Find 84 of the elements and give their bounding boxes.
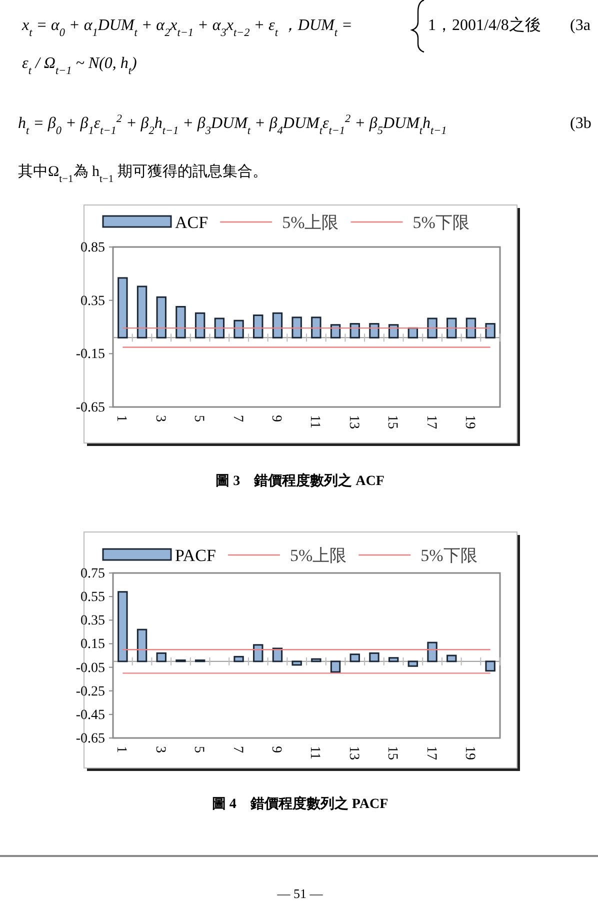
bar xyxy=(388,657,399,662)
bar xyxy=(118,591,128,662)
bar xyxy=(408,327,418,338)
bar xyxy=(408,660,418,667)
bar xyxy=(388,324,399,338)
x-tick-label: 1 xyxy=(114,746,129,753)
bar xyxy=(466,318,476,338)
y-tick-label: -0.65 xyxy=(76,400,105,416)
bar xyxy=(234,320,244,338)
bar xyxy=(156,296,166,338)
x-tick-label: 5 xyxy=(191,415,206,422)
bar xyxy=(311,316,322,338)
bar xyxy=(136,286,148,338)
bar xyxy=(427,642,438,662)
bar xyxy=(311,658,322,662)
text: 1，2001/4/8之後 xyxy=(428,16,541,34)
legend-label: PACF xyxy=(175,546,216,565)
y-tick-label: -0.45 xyxy=(76,708,105,723)
text: — 51 — xyxy=(276,886,324,901)
caption: 圖 3 錯價程度數列之 ACF xyxy=(216,472,384,489)
bar xyxy=(292,316,302,338)
bar xyxy=(350,654,360,662)
bar xyxy=(136,628,148,662)
bar xyxy=(446,318,457,338)
x-tick-label: 17 xyxy=(423,415,438,429)
bar xyxy=(234,656,244,662)
x-tick-label: 13 xyxy=(346,746,361,760)
bar xyxy=(485,323,496,338)
caption: 圖 4 錯價程度數列之 PACF xyxy=(212,795,388,812)
bar xyxy=(369,652,380,662)
bar xyxy=(194,312,206,338)
legend-label: ACF xyxy=(175,213,208,232)
bar xyxy=(330,660,341,673)
text: h$_{t}$ = β$_{0}$ + β$_{1}$ε$_{t−1}$$^{2}$ + β$_{2}$h$_{t−1}$ + β$_{3}$DUM$_{t}$ + β$_{4}$DUM$_{t}$ε$_{t−1}$$^{2}$ + β$_{5}$DUM$_{t}$h$_{t−1}$ xyxy=(18,113,447,137)
x-tick-label: 15 xyxy=(384,415,400,429)
y-tick-label: 0.55 xyxy=(80,590,105,606)
x-tick-label: 7 xyxy=(230,746,245,753)
bar xyxy=(350,323,360,338)
bar xyxy=(427,318,438,338)
x-tick-label: 7 xyxy=(230,415,245,422)
y-tick-label: -0.05 xyxy=(76,660,105,676)
bar xyxy=(272,648,283,662)
bar xyxy=(118,277,128,338)
x-tick-label: 9 xyxy=(268,415,284,422)
y-tick-label: -0.15 xyxy=(76,347,105,362)
bar xyxy=(253,314,264,338)
bar xyxy=(330,324,341,338)
text: x$_{t}$ = α$_{0}$ + α$_{1}$DUM$_{t}$ + α$_{2}$x$_{t−1}$ + α$_{3}$x$_{t−2}$ + ε$_{t}$ ，DUM$_{t}$ = xyxy=(22,17,352,39)
text: (3b xyxy=(570,115,592,132)
x-tick-label: 11 xyxy=(307,415,322,428)
x-tick-label: 9 xyxy=(268,746,284,753)
bar xyxy=(292,660,302,666)
text: (3a xyxy=(570,17,590,34)
x-tick-label: 15 xyxy=(384,746,400,760)
bar xyxy=(253,644,264,662)
legend-label: 5%下限 xyxy=(412,213,470,232)
bar xyxy=(214,318,225,338)
y-tick-label: 0.15 xyxy=(80,637,105,652)
bar xyxy=(369,323,380,338)
bar xyxy=(156,652,166,662)
text: 其中Ω$_{t−1}$為 h$_{t−1}$ 期可獲得的訊息集合。 xyxy=(18,163,268,184)
legend-label: 5%下限 xyxy=(420,546,478,565)
bar xyxy=(176,306,186,338)
x-tick-label: 5 xyxy=(191,746,206,753)
x-tick-label: 17 xyxy=(423,746,438,760)
x-tick-label: 1 xyxy=(114,415,129,422)
y-tick-label: -0.65 xyxy=(76,731,105,746)
bar xyxy=(272,312,283,338)
x-tick-label: 19 xyxy=(462,415,477,429)
x-tick-label: 3 xyxy=(152,746,168,753)
bar xyxy=(446,654,457,662)
legend-label: 5%上限 xyxy=(282,213,339,232)
y-tick-label: 0.35 xyxy=(80,614,105,629)
x-tick-label: 3 xyxy=(152,415,168,422)
x-tick-label: 19 xyxy=(462,746,477,760)
bar xyxy=(485,660,496,672)
text: ε$_{t}$ / Ω$_{t−1}$ ~ N(0, h$_{t}$) xyxy=(22,55,137,77)
x-tick-label: 11 xyxy=(307,746,322,760)
y-tick-label: 0.35 xyxy=(80,294,105,309)
legend-label: 5%上限 xyxy=(290,546,347,565)
y-tick-label: -0.25 xyxy=(76,684,105,700)
y-tick-label: 0.75 xyxy=(80,566,105,582)
x-tick-label: 13 xyxy=(346,415,361,429)
y-tick-label: 0.85 xyxy=(80,240,105,256)
